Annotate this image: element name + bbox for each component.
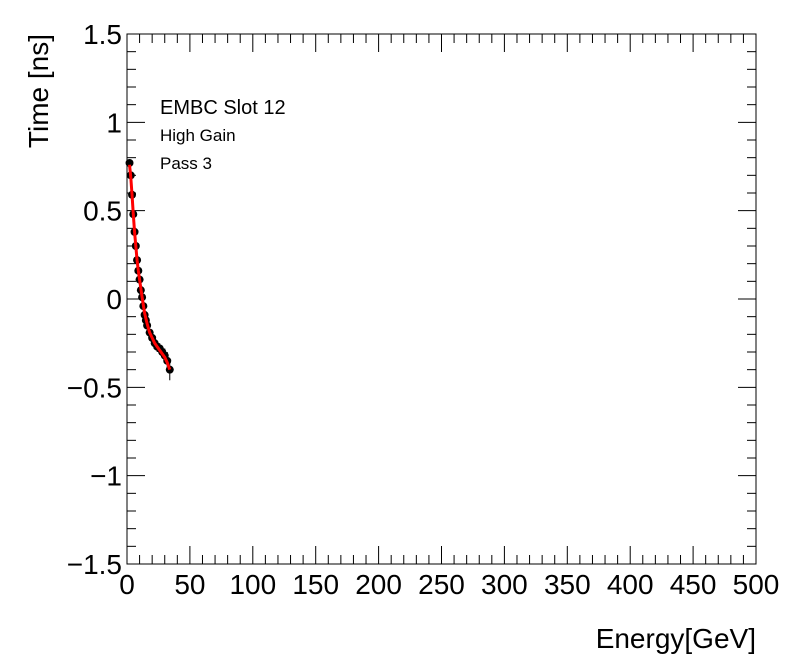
x-axis-title: Energy[GeV] [596, 623, 756, 654]
x-tick-labels: 0 50 100 150 200 250 300 350 400 450 500 [119, 569, 779, 600]
x-tick-label: 250 [418, 569, 465, 600]
y-tick-label: −1 [90, 461, 122, 492]
fit-line [128, 164, 172, 371]
y-tick-label: −1.5 [67, 549, 122, 580]
annotation-gain: High Gain [160, 126, 236, 145]
annotation-pass: Pass 3 [160, 154, 212, 173]
y-tick-label: 0.5 [83, 196, 122, 227]
y-tick-label: 0 [106, 284, 122, 315]
x-tick-label: 350 [544, 569, 591, 600]
y-tick-label: −0.5 [67, 372, 122, 403]
x-tick-label: 400 [607, 569, 654, 600]
data-layer [125, 158, 174, 381]
annotation-slot: EMBC Slot 12 [160, 97, 286, 119]
data-point [125, 158, 134, 167]
y-axis-title: Time [ns] [23, 34, 54, 148]
y-tick-label: 1.5 [83, 19, 122, 50]
axis-ticks [126, 33, 757, 565]
y-tick-label: 1 [106, 107, 122, 138]
x-tick-label: 50 [174, 569, 205, 600]
x-tick-label: 0 [119, 569, 135, 600]
y-tick-labels: −1.5 −1 −0.5 0 0.5 1 1.5 [67, 19, 122, 580]
x-tick-label: 450 [670, 569, 717, 600]
x-tick-label: 300 [481, 569, 528, 600]
x-tick-label: 200 [355, 569, 402, 600]
x-tick-label: 100 [229, 569, 276, 600]
x-tick-label: 150 [292, 569, 339, 600]
x-tick-label: 500 [733, 569, 780, 600]
